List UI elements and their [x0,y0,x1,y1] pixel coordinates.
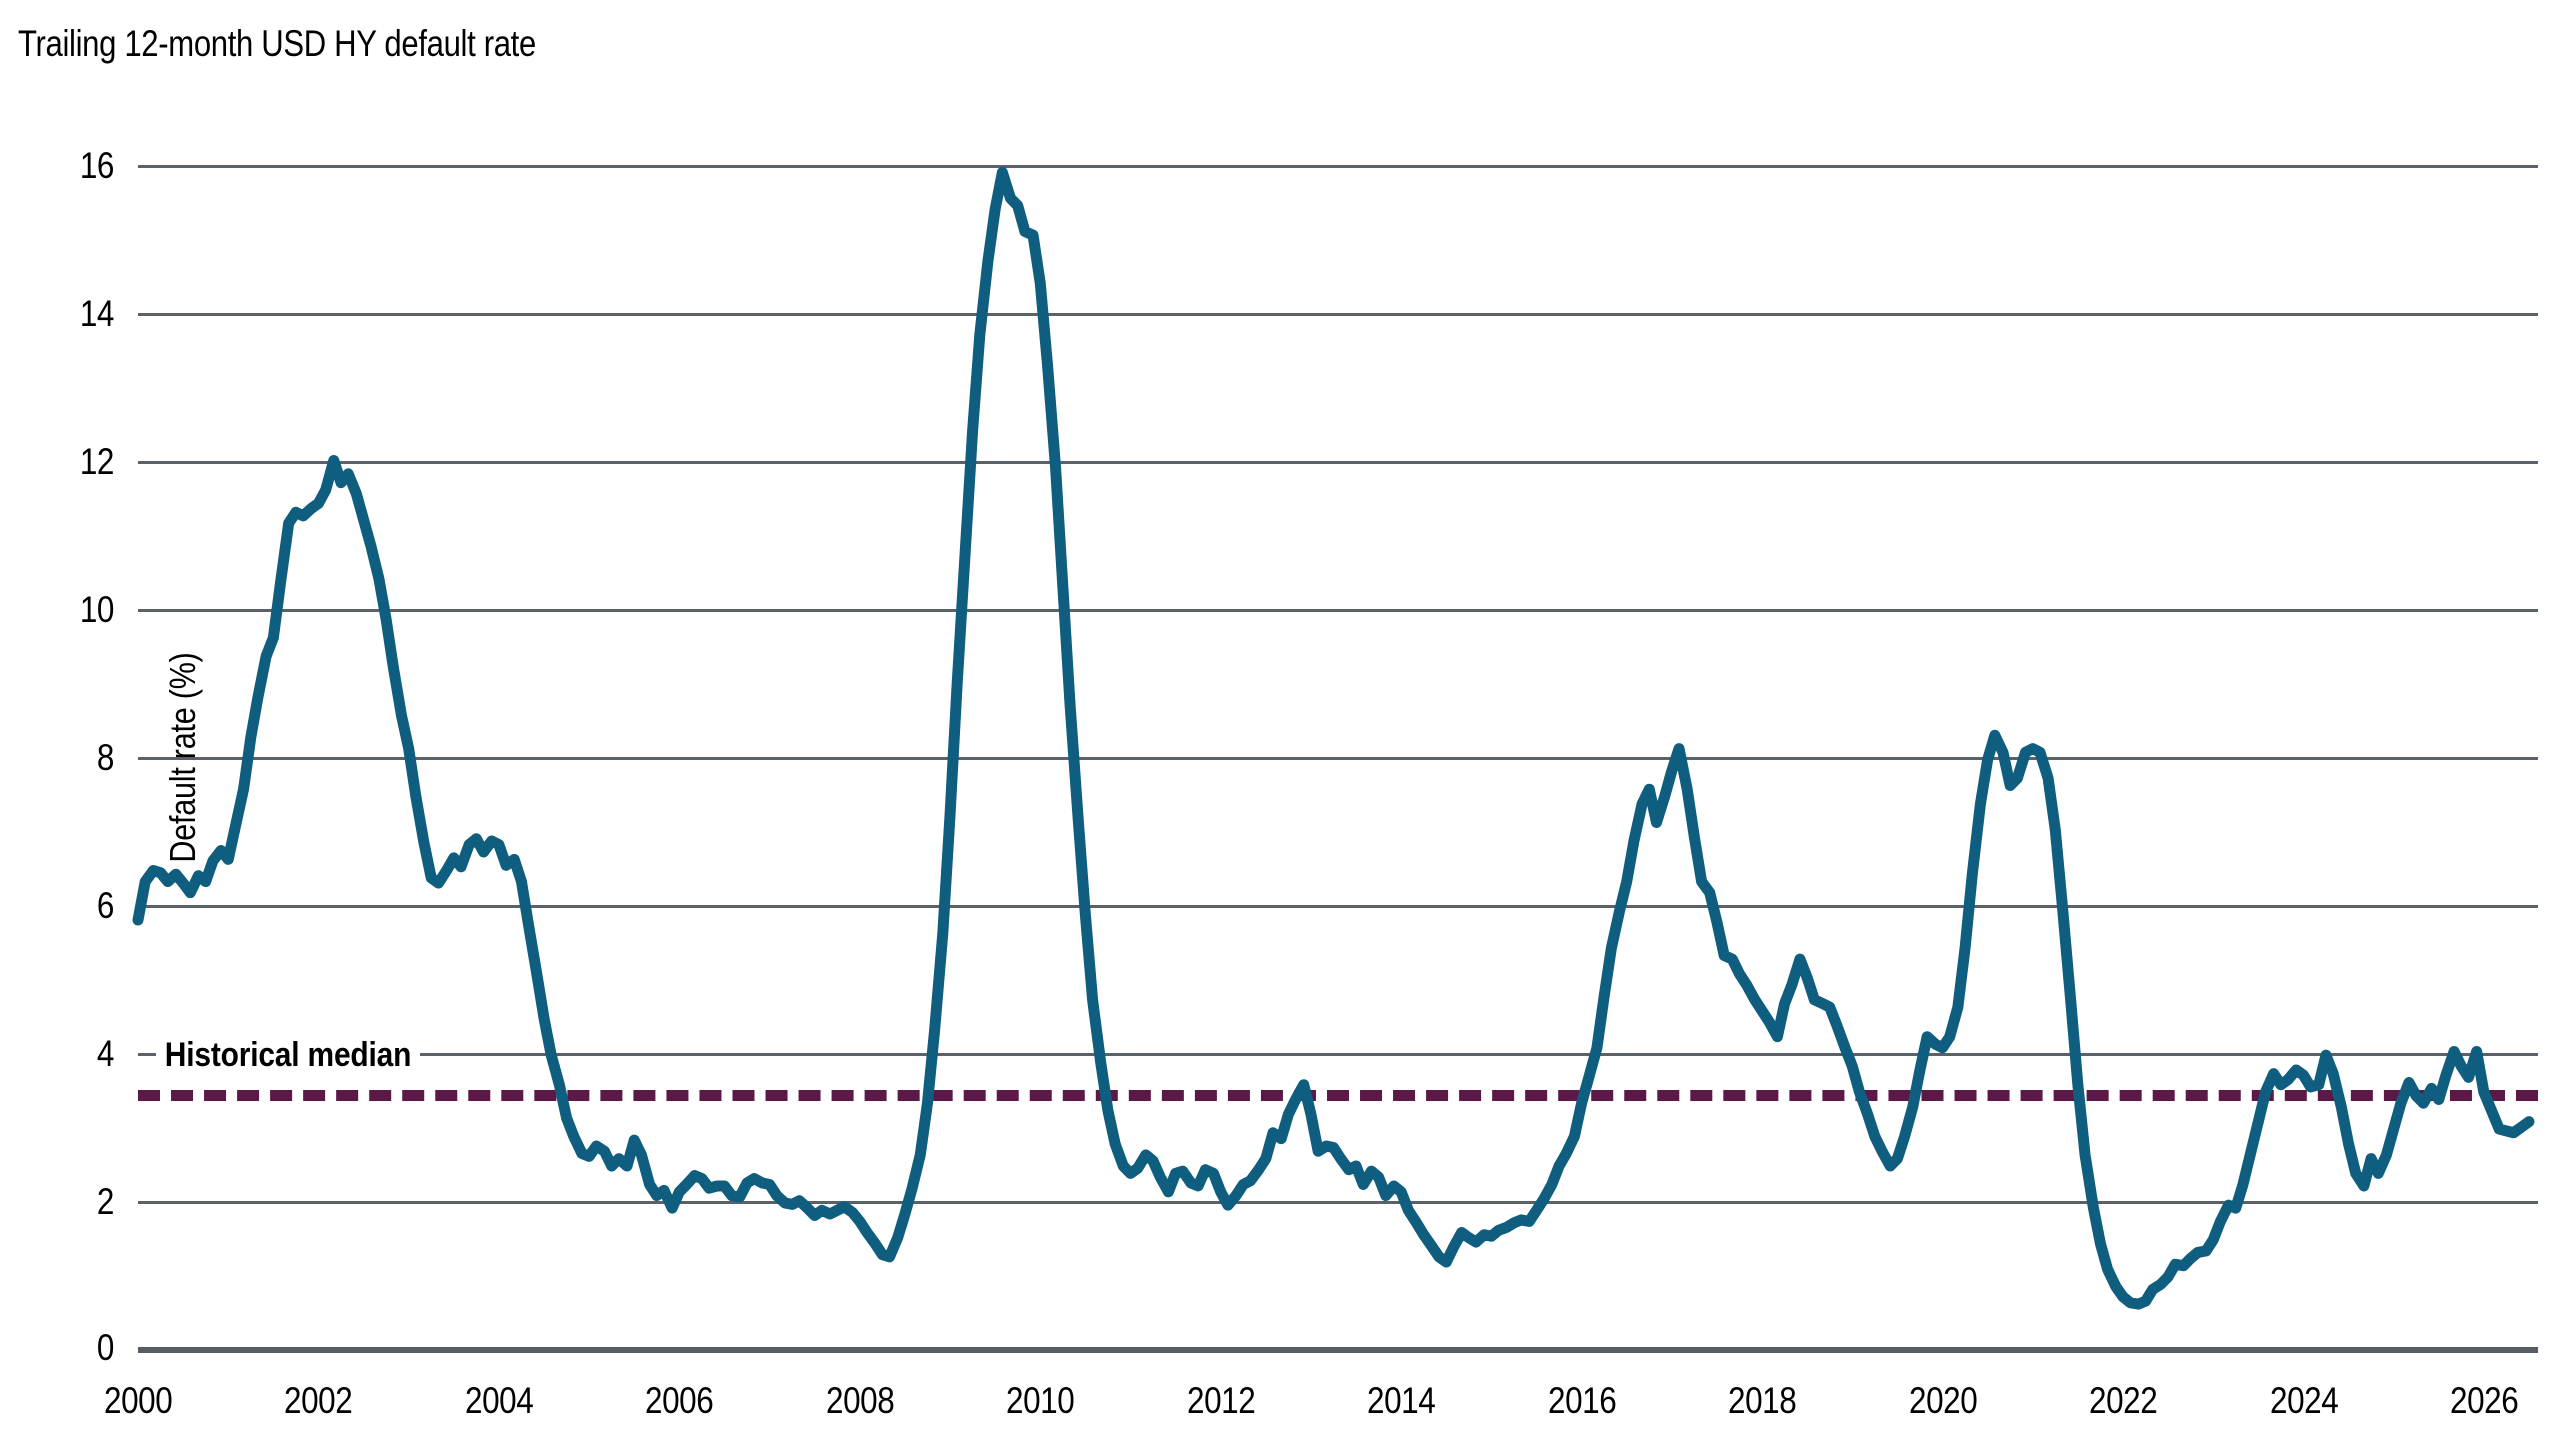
x-tick-2004: 2004 [464,1380,534,1421]
x-tick-2014: 2014 [1366,1380,1436,1421]
y-tick-4: 4 [96,1033,114,1074]
x-tick-2016: 2016 [1547,1380,1617,1421]
gridline-12 [138,461,2538,464]
x-tick-2020: 2020 [1908,1380,1978,1421]
x-tick-2018: 2018 [1727,1380,1797,1421]
y-tick-6: 6 [96,885,114,926]
historical-median-line [138,1090,2538,1101]
y-tick-14: 14 [79,293,115,334]
x-tick-2008: 2008 [825,1380,895,1421]
x-tick-2026: 2026 [2449,1380,2519,1421]
x-tick-2000: 2000 [103,1380,173,1421]
y-tick-0: 0 [96,1327,114,1368]
x-tick-2002: 2002 [283,1380,353,1421]
gridline-8 [138,757,2538,760]
y-tick-8: 8 [96,737,114,778]
default-rate-line-series [132,166,2535,1310]
y-tick-12: 12 [79,441,115,482]
x-tick-2010: 2010 [1005,1380,1075,1421]
gridline-0 [138,1347,2538,1353]
page-title: Trailing 12-month USD HY default rate [18,23,536,64]
gridline-4 [138,1053,2538,1056]
x-tick-2012: 2012 [1186,1380,1256,1421]
x-tick-2006: 2006 [644,1380,714,1421]
gridline-10 [138,609,2538,612]
gridline-14 [138,313,2538,316]
historical-median-label: Historical median [156,1034,421,1079]
gridline-2 [138,1201,2538,1204]
x-tick-2024: 2024 [2269,1380,2339,1421]
gridline-16 [138,165,2538,168]
gridline-6 [138,905,2538,908]
chart-plot-area: Default rate (%) 0 2 4 6 8 10 12 14 16 H… [80,146,2538,1421]
series-polyline [132,166,2535,1310]
x-tick-2022: 2022 [2088,1380,2158,1421]
y-tick-2: 2 [96,1181,114,1222]
y-tick-16: 16 [79,145,115,186]
y-tick-10: 10 [79,589,115,630]
